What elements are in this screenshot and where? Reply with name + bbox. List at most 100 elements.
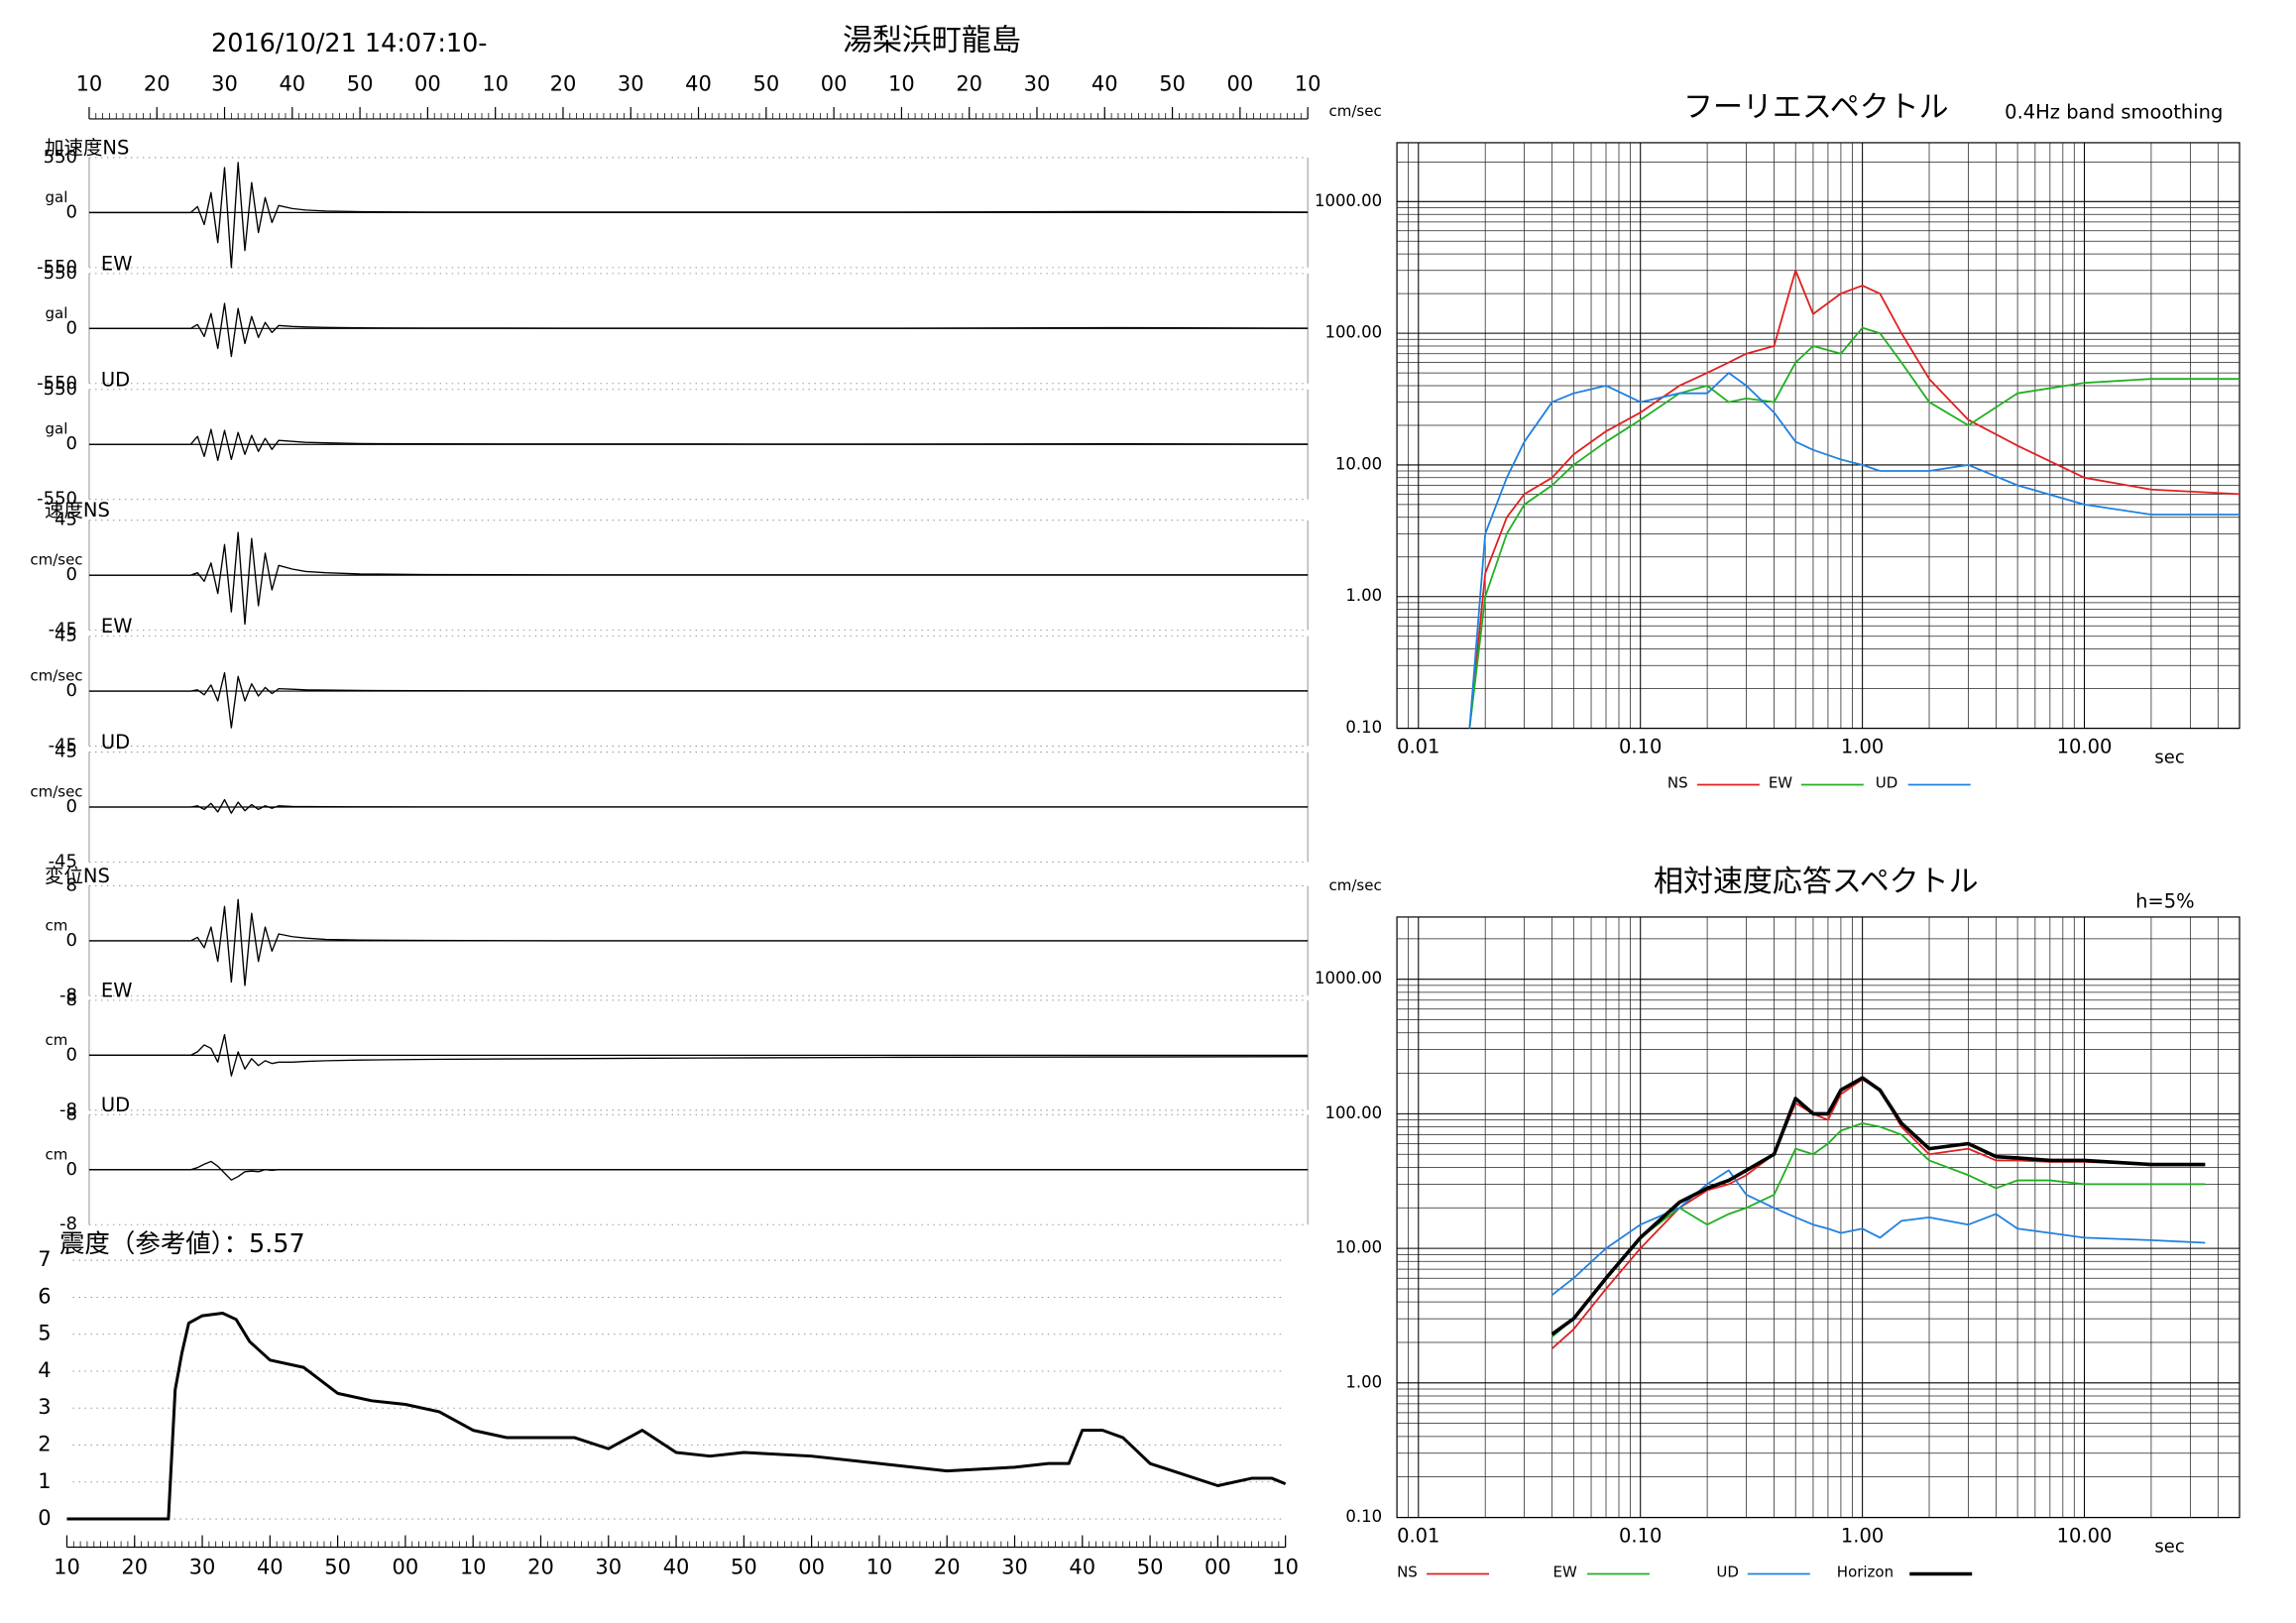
legend-label: NS	[1667, 774, 1688, 792]
x-tick-label: 30	[189, 1556, 216, 1579]
x-tick-label: 20	[550, 71, 577, 95]
x-tick-label: 10	[866, 1556, 893, 1579]
x-tick-label: 00	[414, 71, 441, 95]
y-unit: cm	[46, 916, 68, 934]
y-tick-label: 2	[38, 1433, 51, 1456]
legend-label: Horizon	[1837, 1564, 1894, 1581]
x-tick-label: 0.01	[1397, 736, 1439, 758]
y-tick-label: 550	[44, 263, 77, 284]
y-tick-label: 7	[38, 1247, 51, 1271]
y-tick-label: 550	[44, 147, 77, 168]
y-unit: gal	[46, 304, 68, 322]
x-tick-label: 20	[956, 71, 982, 95]
spectrum-line	[1551, 1169, 2206, 1296]
spectrum-line	[1468, 372, 2240, 729]
y-tick-label: 45	[55, 742, 77, 762]
x-axis-label: sec	[2154, 748, 2184, 768]
y-tick-label: 0	[66, 1159, 77, 1180]
y-tick-label: 0	[66, 433, 77, 454]
y-tick-label: 0	[66, 564, 77, 585]
panel-title: 変位NS	[45, 865, 110, 887]
x-tick-label: 10.00	[2057, 736, 2113, 758]
y-tick-label: 8	[66, 874, 77, 895]
x-tick-label: 1.00	[1841, 1525, 1884, 1548]
x-tick-label: 40	[685, 71, 712, 95]
y-tick-label: -45	[49, 620, 77, 640]
y-tick-label: 10.00	[1335, 1238, 1382, 1257]
chart-title: 震度（参考値）：5.57	[59, 1229, 305, 1259]
waveform-trace	[88, 798, 1309, 814]
waveform-trace	[88, 898, 1309, 986]
y-axis-label: cm/sec	[1329, 876, 1382, 894]
datetime: 2016/10/21 14:07:10-	[211, 29, 487, 58]
waveform-trace	[88, 531, 1309, 626]
x-tick-label: 10	[76, 71, 103, 95]
x-tick-label: 10	[1272, 1556, 1299, 1579]
x-tick-label: 00	[821, 71, 848, 95]
y-unit: cm	[46, 1145, 68, 1163]
x-tick-label: 10	[888, 71, 915, 95]
y-tick-label: 1	[38, 1469, 51, 1493]
x-tick-label: 30	[618, 71, 644, 95]
y-tick-label: -45	[49, 736, 77, 756]
x-tick-label: 50	[324, 1556, 351, 1579]
x-tick-label: 10	[460, 1556, 487, 1579]
x-tick-label: 30	[211, 71, 238, 95]
waveform-trace	[88, 428, 1309, 462]
intensity-line	[66, 1311, 1287, 1521]
y-unit: cm/sec	[30, 667, 82, 685]
legend-label: UD	[1876, 774, 1898, 792]
spectrum-line	[1550, 1076, 2206, 1336]
waveform-trace	[88, 1033, 1309, 1077]
y-unit: cm	[46, 1031, 68, 1049]
panel-title: 速度NS	[45, 499, 110, 522]
plot-frame	[1396, 916, 2240, 1519]
x-tick-label: 40	[257, 1556, 284, 1579]
chart-title: 相対速度応答スペクトル	[1654, 865, 1979, 899]
y-tick-label: 1000.00	[1315, 191, 1382, 210]
x-tick-label: 20	[144, 71, 171, 95]
legend-label: UD	[1716, 1564, 1739, 1581]
chart-subtitle: 0.4Hz band smoothing	[2005, 100, 2223, 123]
y-tick-label: 0	[66, 317, 77, 338]
spectrum-line	[1551, 1122, 2206, 1338]
y-tick-label: 45	[55, 626, 77, 646]
legend-label: EW	[1769, 774, 1792, 792]
y-tick-label: 1.00	[1345, 586, 1382, 605]
x-tick-label: 30	[1001, 1556, 1028, 1579]
legend-label: NS	[1397, 1564, 1418, 1581]
y-tick-label: 1000.00	[1315, 969, 1382, 987]
panel-title: 加速度NS	[45, 136, 129, 159]
y-unit: cm/sec	[30, 551, 82, 569]
x-tick-label: 10	[54, 1556, 80, 1579]
x-tick-label: 00	[1205, 1556, 1231, 1579]
y-tick-label: 1.00	[1345, 1372, 1382, 1391]
panel-title: EW	[101, 615, 133, 638]
y-tick-label: 4	[38, 1358, 51, 1382]
y-tick-label: 0	[66, 1044, 77, 1065]
spectrum-line	[1468, 326, 2240, 729]
y-tick-label: 45	[55, 510, 77, 530]
x-tick-label: 20	[527, 1556, 554, 1579]
y-tick-label: 8	[66, 1103, 77, 1124]
x-tick-label: 0.10	[1619, 736, 1662, 758]
panel-title: UD	[101, 1094, 130, 1116]
y-tick-label: 10.00	[1335, 454, 1382, 473]
y-tick-label: 100.00	[1324, 1103, 1382, 1122]
x-tick-label: 00	[393, 1556, 419, 1579]
station: 湯梨浜町龍島	[843, 24, 1021, 58]
x-tick-label: 10	[482, 71, 509, 95]
waveform-trace	[88, 302, 1309, 358]
x-tick-label: 00	[798, 1556, 825, 1579]
y-tick-label: 0.10	[1345, 1507, 1382, 1526]
y-unit: gal	[46, 420, 68, 438]
waveform-trace	[88, 1160, 1309, 1181]
y-tick-label: -550	[37, 257, 77, 278]
panel-title: EW	[101, 252, 133, 275]
y-tick-label: -8	[59, 1214, 77, 1234]
x-tick-label: 10	[1295, 71, 1321, 95]
x-tick-label: 20	[121, 1556, 148, 1579]
y-tick-label: -45	[49, 851, 77, 871]
